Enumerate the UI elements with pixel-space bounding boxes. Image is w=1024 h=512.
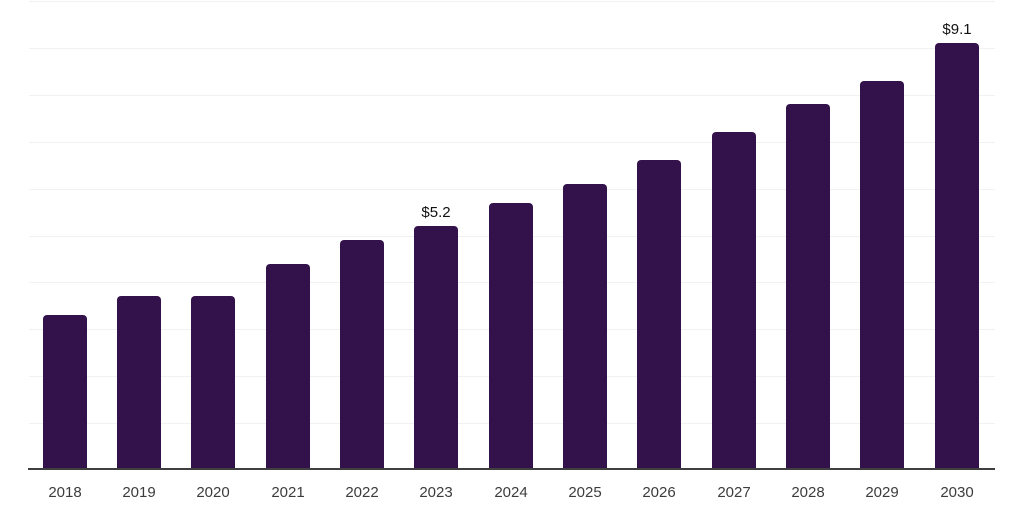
gridline (29, 189, 995, 190)
gridline (29, 142, 995, 143)
bar-2022 (340, 240, 384, 470)
x-tick-label-2029: 2029 (865, 484, 899, 501)
bar-2024 (489, 203, 533, 470)
bar-2021 (266, 264, 310, 470)
bar-2023 (414, 226, 458, 470)
x-tick-label-2024: 2024 (494, 484, 528, 501)
x-tick-label-2021: 2021 (271, 484, 305, 501)
data-label-2023: $5.2 (421, 204, 451, 221)
bar-2020 (191, 296, 235, 470)
x-tick-label-2019: 2019 (122, 484, 156, 501)
data-label-2030: $9.1 (942, 21, 972, 38)
bar-2028 (786, 104, 830, 470)
gridline (29, 48, 995, 49)
bar-2025 (563, 184, 607, 470)
gridline (29, 1, 995, 2)
x-tick-label-2020: 2020 (196, 484, 230, 501)
x-tick-label-2027: 2027 (717, 484, 751, 501)
bar-2018 (43, 315, 87, 470)
x-tick-label-2030: 2030 (940, 484, 974, 501)
x-tick-label-2026: 2026 (642, 484, 676, 501)
x-tick-label-2028: 2028 (791, 484, 825, 501)
bar-2026 (637, 160, 681, 470)
x-axis-line (28, 468, 995, 470)
x-tick-label-2025: 2025 (568, 484, 602, 501)
gridline (29, 95, 995, 96)
bar-2019 (117, 296, 161, 470)
bar-2027 (712, 132, 756, 470)
x-tick-label-2022: 2022 (345, 484, 379, 501)
x-tick-label-2023: 2023 (419, 484, 453, 501)
bar-2029 (860, 81, 904, 470)
x-tick-label-2018: 2018 (48, 484, 82, 501)
bar-2030 (935, 43, 979, 470)
